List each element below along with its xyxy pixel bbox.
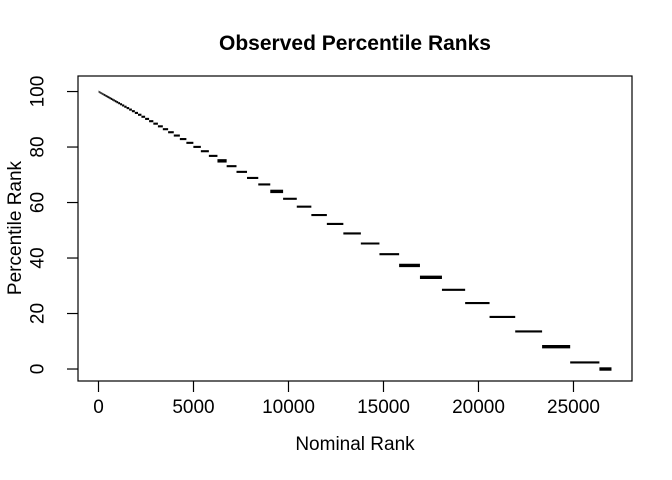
y-tick-label: 60 bbox=[28, 192, 49, 213]
y-tick-label: 80 bbox=[28, 136, 49, 157]
y-tick-label: 100 bbox=[28, 76, 49, 108]
chart-title: Observed Percentile Ranks bbox=[219, 32, 491, 55]
x-tick-label: 15000 bbox=[357, 397, 410, 418]
y-tick-label: 0 bbox=[28, 364, 49, 375]
x-tick-label: 25000 bbox=[547, 397, 600, 418]
x-tick-label: 5000 bbox=[172, 397, 214, 418]
x-tick-label: 0 bbox=[93, 397, 104, 418]
x-tick-label: 10000 bbox=[262, 397, 315, 418]
y-tick-label: 40 bbox=[28, 247, 49, 268]
x-axis-title: Nominal Rank bbox=[295, 434, 415, 455]
y-axis-title: Percentile Rank bbox=[5, 160, 26, 296]
x-tick-label: 20000 bbox=[452, 397, 505, 418]
plot-box bbox=[77, 75, 633, 382]
y-tick-label: 20 bbox=[28, 303, 49, 324]
